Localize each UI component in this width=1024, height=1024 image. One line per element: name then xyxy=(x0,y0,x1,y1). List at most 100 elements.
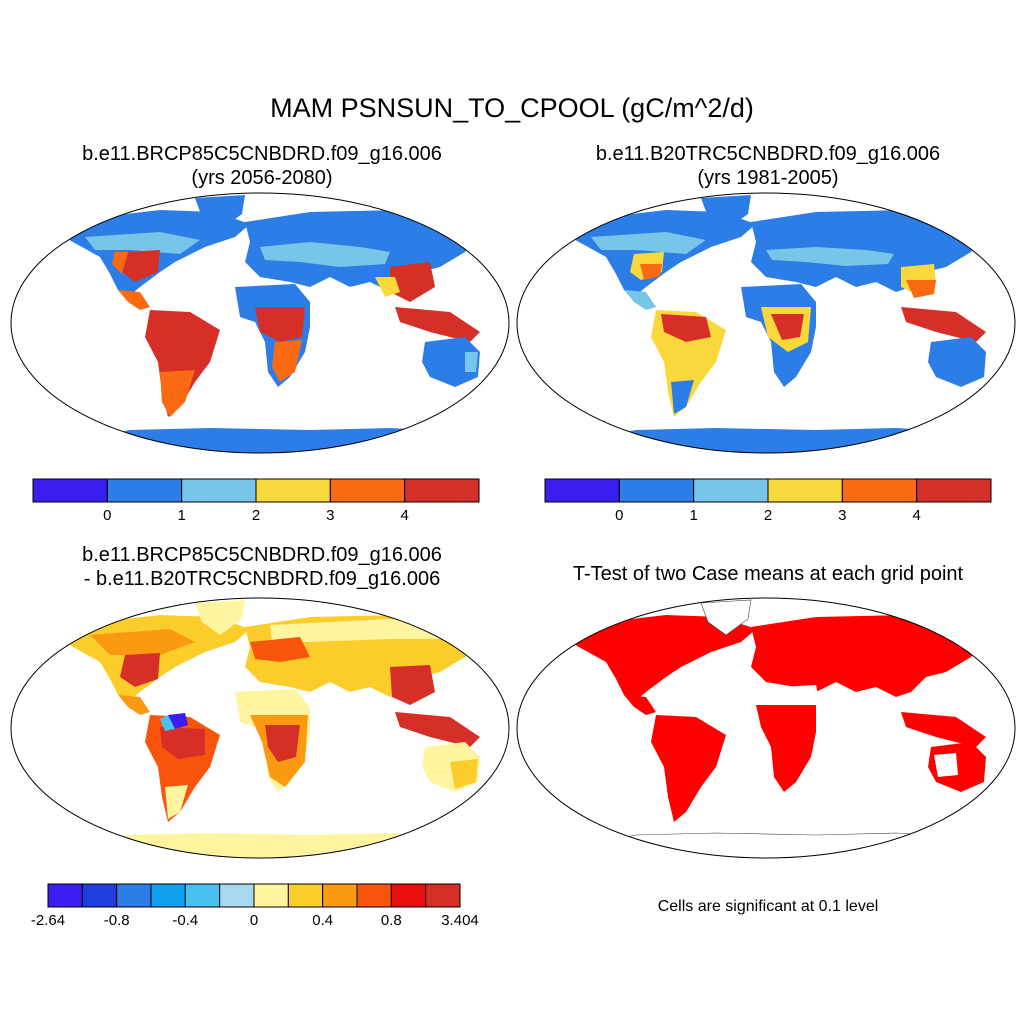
map-3-north-america-mid xyxy=(90,629,195,655)
colorbar-1-swatch-6 xyxy=(404,478,480,503)
colorbar-3-swatch-8 xyxy=(287,883,324,908)
map-3-central-america xyxy=(118,695,150,715)
colorbar-3-swatch-12 xyxy=(425,883,461,908)
colorbar-1-tick-label: 1 xyxy=(177,507,185,524)
colorbar-3-swatch-3 xyxy=(116,883,152,908)
map-2-greenland xyxy=(701,195,751,230)
map-3-outline xyxy=(10,597,510,859)
colorbar-2-tick-label: 0 xyxy=(615,507,623,524)
colorbar-3-tick-label: 3.404 xyxy=(441,912,479,929)
panel-4-title: T-Test of two Case means at each grid po… xyxy=(572,563,964,585)
map-3-antarctica xyxy=(20,833,500,858)
map-4-sahara-gap xyxy=(748,685,821,709)
map-1-land xyxy=(20,195,500,453)
map-2-antarctica xyxy=(526,428,1006,453)
map-2-amazon xyxy=(661,314,711,342)
colorbar-2-swatch-1 xyxy=(544,478,620,503)
map-3-east-asia xyxy=(390,665,435,705)
map-1-south-america-south xyxy=(160,370,195,417)
panel-1-title: b.e11.BRCP85C5CNBDRD.f09_g16.006 (yrs 20… xyxy=(12,142,512,190)
colorbar-1-tick-label: 0 xyxy=(103,507,111,524)
colorbar-1-tick-label: 4 xyxy=(400,507,408,524)
colorbar-panel-2: 0 1 2 3 4 xyxy=(544,478,992,524)
panel-1-years: (yrs 2056-2080) xyxy=(191,167,333,189)
map-3-central-africa xyxy=(265,725,300,762)
map-3-indonesia xyxy=(395,712,480,747)
colorbar-3-swatch-4 xyxy=(150,883,186,908)
map-3-nw-amazon-neg-edge xyxy=(160,715,175,731)
colorbar-3-tick-label: 0 xyxy=(250,912,258,929)
map-3-amazon xyxy=(160,727,205,759)
map-4-greenland xyxy=(700,599,752,636)
map-1-east-us-edge xyxy=(112,252,128,274)
map-3-land xyxy=(20,600,500,858)
colorbar-2-tick-label: 4 xyxy=(912,507,920,524)
significance-note: Cells are significant at 0.1 level xyxy=(657,898,879,915)
colorbar-1-tick-label: 2 xyxy=(252,507,260,524)
colorbar-3-swatch-1 xyxy=(47,883,83,908)
map-panel-4 xyxy=(516,597,1016,859)
colorbar-1-swatch-4 xyxy=(255,478,331,503)
map-1-eurasia-mid xyxy=(260,242,390,267)
colorbar-2-swatch-3 xyxy=(693,478,769,503)
colorbar-2-tick-label: 1 xyxy=(689,507,697,524)
map-1-asia-mid xyxy=(375,277,400,297)
map-1-indonesia xyxy=(395,307,480,342)
colorbar-3-swatch-9 xyxy=(322,883,358,908)
map-4-south-america xyxy=(651,715,726,822)
map-2-south-america-south xyxy=(671,380,694,414)
colorbar-1-swatch-1 xyxy=(32,478,108,503)
colorbar-panel-1: 0 1 2 3 4 xyxy=(32,478,480,524)
map-4-australia-gap xyxy=(934,753,958,777)
map-3-eurasia-north xyxy=(270,619,455,642)
map-2-central-america xyxy=(624,290,656,310)
colorbar-2-tick-label: 3 xyxy=(838,507,846,524)
panel-2-years: (yrs 1981-2005) xyxy=(697,167,839,189)
map-2-boreal-band xyxy=(591,232,706,254)
map-4-outline xyxy=(516,597,1016,859)
map-2-land xyxy=(526,195,1006,453)
map-1-greenland xyxy=(195,195,245,230)
map-1-antarctica xyxy=(20,428,500,453)
map-1-south-africa xyxy=(272,340,302,382)
colorbar-3-tick-label: 0.8 xyxy=(381,912,402,929)
map-2-se-us xyxy=(640,264,662,280)
map-1-australia xyxy=(422,337,480,387)
map-3-south-america-south xyxy=(165,785,188,819)
map-1-australia-east xyxy=(465,352,478,372)
colorbar-2-swatch-5 xyxy=(841,478,918,503)
colorbar-2-swatch-4 xyxy=(767,478,843,503)
map-4-north-america xyxy=(561,615,756,702)
map-2-outline xyxy=(516,192,1016,454)
colorbar-3-swatch-11 xyxy=(390,883,427,908)
colorbar-3-swatch-2 xyxy=(81,883,118,908)
panel-2-title: b.e11.B20TRC5CNBDRD.f09_g16.006 (yrs 198… xyxy=(518,142,1018,190)
map-1-south-asia xyxy=(390,262,435,302)
map-4-land xyxy=(525,599,1007,858)
map-4-antarctica xyxy=(525,832,1007,858)
map-1-boreal-band xyxy=(85,232,200,254)
map-1-east-us xyxy=(122,250,160,282)
map-4-central-america xyxy=(624,695,656,715)
colorbar-2-swatch-6 xyxy=(916,478,992,503)
colorbar-3-swatch-7 xyxy=(253,883,289,908)
colorbar-3-swatch-6 xyxy=(219,883,255,908)
colorbar-1-swatch-3 xyxy=(181,478,257,503)
map-2-se-asia xyxy=(906,280,936,298)
map-3-australia-east xyxy=(450,759,478,789)
map-1-outline xyxy=(10,192,510,454)
colorbar-2-swatch-2 xyxy=(618,478,695,503)
map-4-africa xyxy=(756,705,816,792)
colorbar-1-swatch-5 xyxy=(329,478,406,503)
colorbar-3-swatch-10 xyxy=(356,883,392,908)
map-4-indonesia xyxy=(901,712,986,747)
map-2-australia xyxy=(928,337,986,387)
panel-3-case-b: - b.e11.B20TRC5CNBDRD.f09_g16.006 xyxy=(83,568,441,590)
colorbar-1-swatch-2 xyxy=(106,478,183,503)
colorbar-3-tick-label: -2.64 xyxy=(31,912,65,929)
map-2-central-africa xyxy=(771,314,804,340)
map-2-eurasia-mid xyxy=(766,247,894,266)
main-title: MAM PSNSUN_TO_CPOOL (gC/m^2/d) xyxy=(270,93,754,123)
map-panel-1 xyxy=(10,192,510,454)
colorbar-2-tick-label: 2 xyxy=(764,507,772,524)
